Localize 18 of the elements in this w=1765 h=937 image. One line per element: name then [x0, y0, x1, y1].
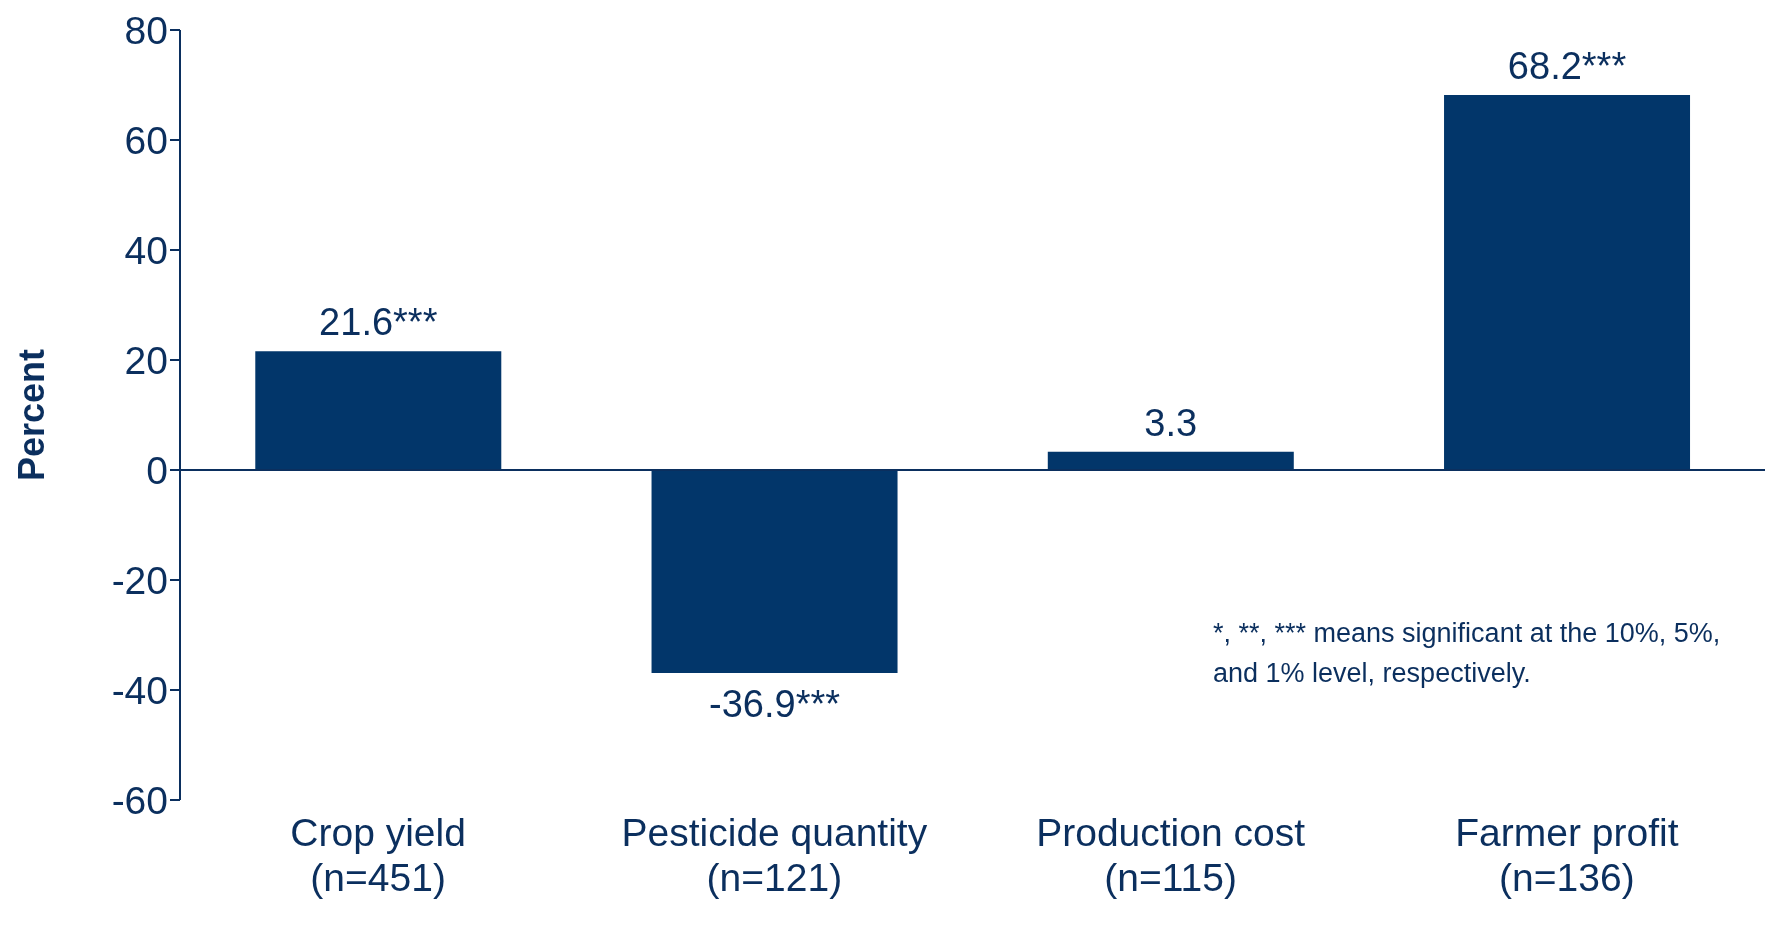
data-label: 3.3 [1144, 401, 1198, 444]
x-tick-label: Production cost (n=115) [1036, 811, 1306, 899]
y-tick-label: 0 [146, 448, 168, 492]
x-tick-label: Pesticide quantity (n=121) [621, 811, 928, 899]
y-tick-label: -60 [111, 778, 168, 822]
y-tick-label: 40 [124, 228, 168, 272]
annotation: *, **, *** means significant at the 10%, 5%, and 1% level, respectively. [1213, 617, 1722, 690]
y-tick-label: 80 [124, 8, 168, 52]
data-label: 68.2*** [1507, 44, 1627, 87]
y-tick-label: 20 [124, 338, 168, 382]
y-tick-label: -40 [111, 668, 168, 712]
y-tick-label: 60 [124, 118, 168, 162]
data-label: 21.6*** [319, 301, 438, 344]
x-tick-label: Farmer profit (n=136) [1455, 811, 1679, 899]
y-axis-title: Percent [11, 348, 52, 482]
x-tick-label: Crop yield (n=451) [290, 811, 466, 899]
y-tick-label: -20 [111, 558, 168, 602]
data-label: -36.9*** [709, 682, 841, 725]
